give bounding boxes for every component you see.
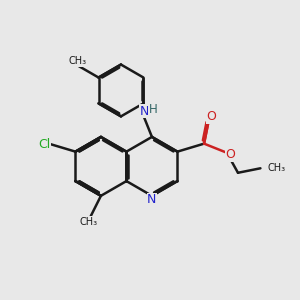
Text: H: H	[149, 103, 158, 116]
Text: O: O	[207, 110, 216, 124]
Text: CH₃: CH₃	[68, 56, 86, 66]
Text: N: N	[140, 105, 149, 118]
Text: CH₃: CH₃	[79, 217, 98, 227]
Text: Cl: Cl	[38, 138, 51, 151]
Text: CH₃: CH₃	[268, 163, 286, 173]
Text: N: N	[147, 193, 157, 206]
Text: O: O	[225, 148, 235, 161]
